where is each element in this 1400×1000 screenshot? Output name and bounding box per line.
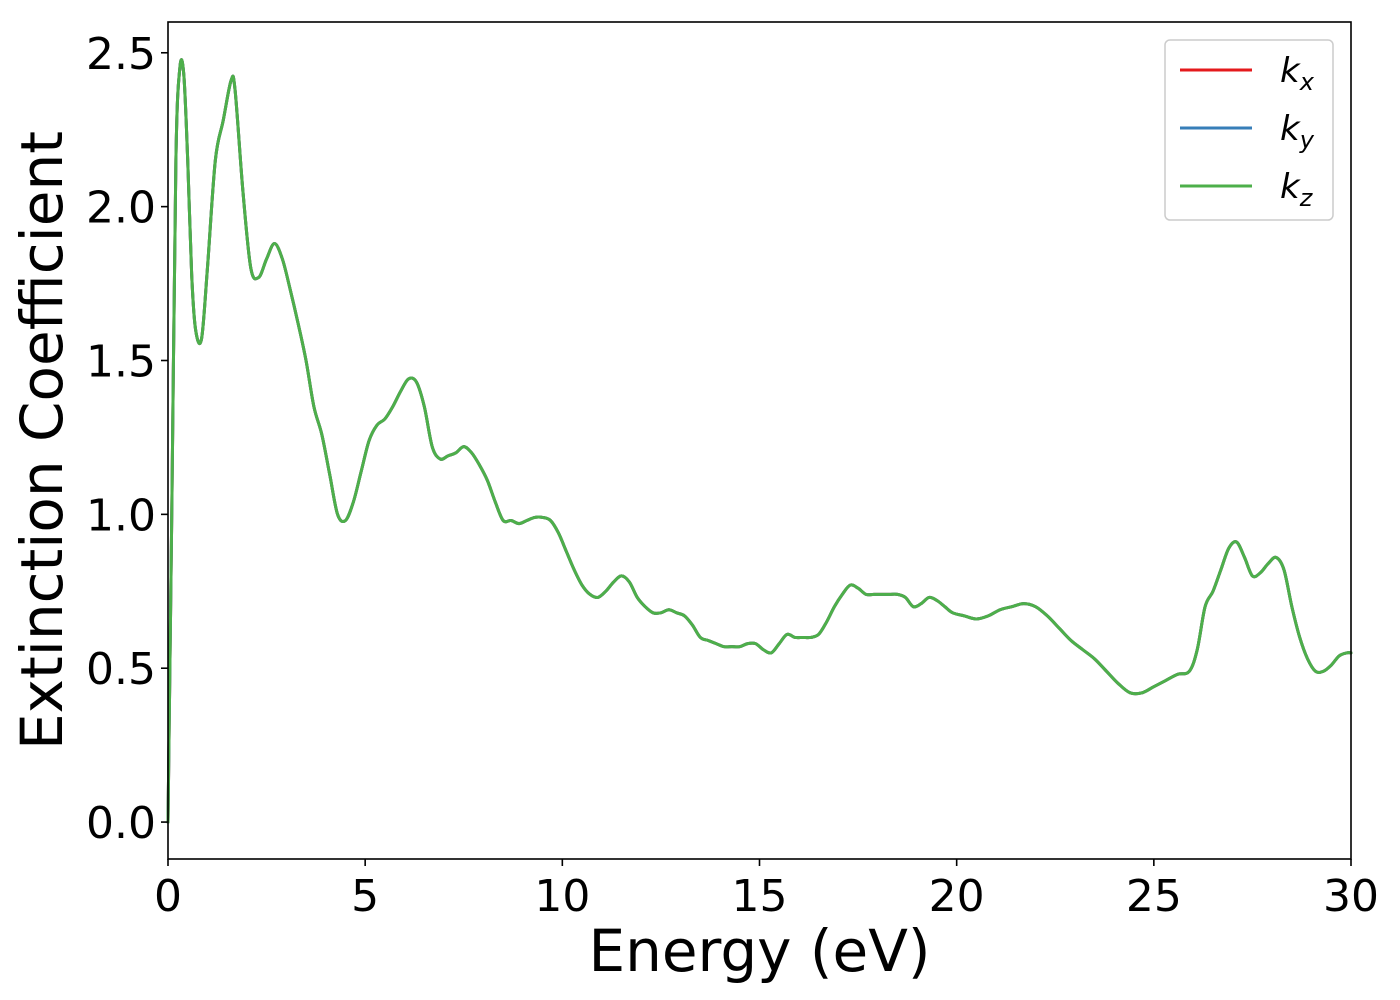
legend-label-subscript: y [1299, 126, 1315, 154]
y-axis-title: Extinction Coefficient [8, 131, 76, 750]
x-tick-label: 5 [351, 871, 379, 922]
y-tick-label: 0.5 [86, 644, 156, 695]
legend-label-x: kx [1280, 51, 1315, 96]
legend-label-subscript: z [1299, 184, 1314, 212]
x-tick-label: 30 [1323, 871, 1379, 922]
legend-label-main: k [1280, 109, 1301, 149]
y-axis: 0.0 0.5 1.0 1.5 2.0 2.5 [86, 29, 168, 849]
y-tick-label: 2.5 [86, 29, 156, 80]
legend-label-main: k [1280, 51, 1301, 91]
x-tick-label: 25 [1126, 871, 1182, 922]
y-tick-label: 1.5 [86, 336, 156, 387]
series-line-z [166, 58, 1353, 824]
plot-background [168, 22, 1351, 859]
legend-label-z: kz [1280, 167, 1314, 212]
x-tick-label: 20 [929, 871, 985, 922]
x-tick-label: 10 [534, 871, 590, 922]
x-axis-title: Energy (eV) [588, 917, 930, 985]
legend-box [1164, 39, 1334, 221]
x-tick-label: 0 [154, 871, 182, 922]
legend-label-y: ky [1280, 109, 1315, 154]
y-tick-label: 1.0 [86, 490, 156, 541]
y-tick-label: 0.0 [86, 798, 156, 849]
x-tick-label: 15 [732, 871, 788, 922]
x-axis: 0 5 10 15 20 25 30 [154, 859, 1379, 922]
series-layer [166, 58, 1353, 824]
legend-label-main: k [1280, 167, 1301, 207]
y-tick-label: 2.0 [86, 183, 156, 234]
legend-label-subscript: x [1299, 68, 1315, 96]
